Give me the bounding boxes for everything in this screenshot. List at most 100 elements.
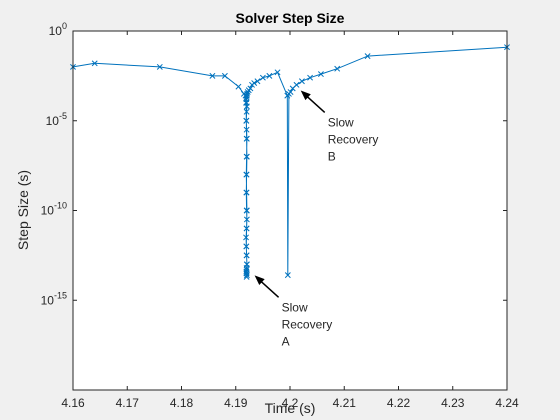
data-point-stroke xyxy=(221,72,228,79)
x-tick-label: 4.18 xyxy=(170,396,194,410)
data-point xyxy=(287,89,294,95)
x-tick-label: 4.23 xyxy=(441,396,465,410)
data-point-stroke xyxy=(235,83,242,90)
data-point xyxy=(244,90,251,97)
data-point-stroke xyxy=(243,266,250,273)
data-point-stroke xyxy=(284,272,291,279)
data-point-stroke xyxy=(243,261,250,268)
data-point xyxy=(243,234,250,241)
data-point xyxy=(91,60,98,67)
data-point-stroke xyxy=(243,216,250,223)
data-point xyxy=(243,153,250,160)
data-point-stroke xyxy=(244,90,251,97)
data-point-stroke xyxy=(243,117,250,124)
data-point-stroke xyxy=(156,63,163,70)
data-point-stroke xyxy=(287,89,294,95)
data-point xyxy=(293,81,300,88)
y-tick-label: 10-15 xyxy=(41,290,67,307)
data-point-stroke xyxy=(243,92,250,99)
data-point xyxy=(259,74,266,81)
x-tick-label: 4.19 xyxy=(224,396,248,410)
x-tick-label: 4.21 xyxy=(333,396,357,410)
data-point-stroke xyxy=(307,74,314,81)
data-point xyxy=(266,72,273,79)
data-point-stroke xyxy=(247,85,254,92)
x-tick-label: 4.2 xyxy=(282,396,299,410)
data-point xyxy=(243,135,250,142)
data-point-stroke xyxy=(243,207,250,214)
data-point-stroke xyxy=(274,69,281,76)
data-point xyxy=(243,261,250,268)
data-point xyxy=(243,171,250,178)
annotation-arrow-head xyxy=(300,90,311,101)
x-tick-label: 4.17 xyxy=(116,396,140,410)
data-point xyxy=(274,69,281,76)
data-point xyxy=(334,65,341,72)
data-point xyxy=(307,74,314,81)
data-point xyxy=(243,225,250,232)
data-point xyxy=(243,272,250,279)
data-point-stroke xyxy=(243,189,250,196)
y-tick-label: 10-10 xyxy=(41,201,67,218)
x-axis-label: Time (s) xyxy=(265,400,316,416)
data-point-stroke xyxy=(293,81,300,88)
y-axis-label: Step Size (s) xyxy=(15,170,31,250)
x-tick-label: 4.16 xyxy=(61,396,85,410)
data-point xyxy=(251,80,258,87)
data-point xyxy=(243,266,250,273)
data-point xyxy=(243,243,250,250)
data-point xyxy=(243,189,250,196)
data-point-stroke xyxy=(317,71,324,78)
data-point-stroke xyxy=(251,80,258,87)
annotation-text-line: B xyxy=(328,149,336,163)
x-tick-label: 4.22 xyxy=(387,396,411,410)
plot-marks xyxy=(70,44,510,280)
data-point-stroke xyxy=(243,108,250,115)
annotation-text-line: Slow xyxy=(282,300,308,314)
data-point xyxy=(317,71,324,78)
data-point-stroke xyxy=(243,126,250,133)
data-point xyxy=(221,72,228,79)
data-point xyxy=(243,207,250,214)
data-point xyxy=(284,272,291,279)
data-point-stroke xyxy=(243,135,250,142)
data-point xyxy=(243,126,250,133)
data-point xyxy=(209,72,216,79)
data-point xyxy=(243,117,250,124)
x-tick-label: 4.24 xyxy=(495,396,519,410)
y-axis: 100 10-5 10-10 10-15 xyxy=(41,21,507,307)
annotation-text-line: Recovery xyxy=(282,317,333,331)
data-point-stroke xyxy=(243,243,250,250)
data-point-stroke xyxy=(243,225,250,232)
annotation-text-line: Slow xyxy=(328,115,354,129)
data-point xyxy=(243,92,250,99)
series-line xyxy=(72,46,508,277)
y-tick-label: 100 xyxy=(49,21,67,38)
data-point-stroke xyxy=(243,171,250,178)
data-point-stroke xyxy=(243,153,250,160)
annotation-arrow-head xyxy=(254,275,265,286)
y-tick-label: 10-5 xyxy=(46,111,67,128)
annotation-text-line: A xyxy=(282,334,290,348)
data-point xyxy=(243,216,250,223)
data-point xyxy=(156,63,163,70)
annotations: Slow Recovery A Slow Recovery B xyxy=(254,90,379,348)
data-point xyxy=(298,78,305,85)
data-point xyxy=(243,252,250,259)
data-point-stroke xyxy=(259,74,266,81)
annotation-text-line: Recovery xyxy=(328,132,379,146)
chart-title: Solver Step Size xyxy=(236,10,345,26)
data-point-stroke xyxy=(266,72,273,79)
data-point xyxy=(364,53,371,60)
data-point-stroke xyxy=(209,72,216,79)
data-point-stroke xyxy=(91,60,98,67)
x-axis: 4.16 4.17 4.18 4.19 4.2 4.21 4.22 4.23 4.24 xyxy=(61,31,519,410)
plot-area xyxy=(73,31,507,390)
data-point-stroke xyxy=(334,65,341,72)
data-point-stroke xyxy=(298,78,305,85)
data-point xyxy=(247,85,254,92)
data-point xyxy=(235,83,242,90)
data-point-stroke xyxy=(243,272,250,279)
data-point-stroke xyxy=(243,234,250,241)
